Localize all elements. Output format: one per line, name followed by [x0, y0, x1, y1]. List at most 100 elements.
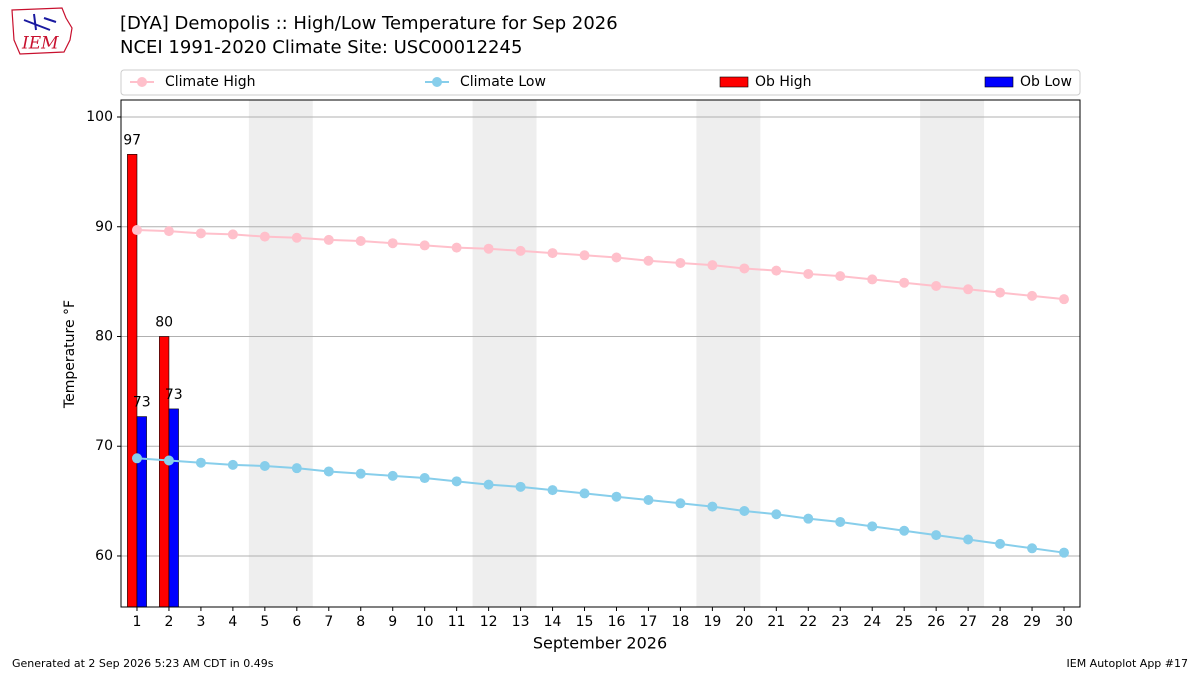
point: [643, 255, 654, 266]
x-tick-label: 10: [416, 614, 434, 630]
point: [227, 459, 238, 470]
x-tick-label: 25: [895, 614, 913, 630]
point: [515, 245, 526, 256]
point: [451, 476, 462, 487]
point: [707, 260, 718, 271]
point: [579, 250, 590, 261]
bar: [136, 416, 147, 608]
x-tick-label: 24: [863, 614, 881, 630]
data-label: 80: [155, 314, 173, 330]
x-tick-label: 30: [1055, 614, 1073, 630]
point: [195, 228, 206, 239]
point: [163, 455, 174, 466]
weekend-shade: [248, 100, 313, 607]
legend-swatch: [719, 76, 749, 88]
line: [136, 457, 1065, 554]
x-tick-label: 14: [544, 614, 562, 630]
point: [675, 498, 686, 509]
point: [291, 463, 302, 474]
point: [387, 470, 398, 481]
data-label: 73: [165, 387, 183, 403]
logo-text: IEM: [21, 34, 59, 54]
x-tick-label: 6: [292, 614, 301, 630]
line: [136, 229, 1065, 301]
point: [387, 238, 398, 249]
data-label: 97: [123, 132, 141, 148]
footer-left: Generated at 2 Sep 2026 5:23 AM CDT in 0…: [12, 657, 274, 670]
point: [355, 236, 366, 247]
x-tick-label: 17: [640, 614, 658, 630]
plot-frame: [120, 99, 1081, 608]
x-tick-label: 1: [133, 614, 142, 630]
legend-label: Climate Low: [460, 74, 546, 90]
point: [675, 257, 686, 268]
point: [995, 538, 1006, 549]
point: [131, 453, 142, 464]
x-tick-label: 8: [356, 614, 365, 630]
x-tick-label: 11: [448, 614, 466, 630]
point: [1059, 547, 1070, 558]
point: [419, 473, 430, 484]
y-tick-label: 80: [95, 328, 113, 344]
y-tick-label: 70: [95, 438, 113, 454]
x-tick-label: 22: [799, 614, 817, 630]
point: [835, 271, 846, 282]
x-tick-label: 2: [164, 614, 173, 630]
point: [291, 232, 302, 243]
point: [131, 225, 142, 236]
point: [931, 530, 942, 541]
x-tick-label: 13: [512, 614, 530, 630]
x-tick-label: 26: [927, 614, 945, 630]
x-tick-label: 12: [480, 614, 498, 630]
legend-marker: [432, 77, 442, 87]
point: [707, 501, 718, 512]
x-tick-label: 15: [576, 614, 594, 630]
point: [1027, 290, 1038, 301]
x-tick-label: 3: [196, 614, 205, 630]
point: [355, 468, 366, 479]
x-tick-label: 16: [608, 614, 626, 630]
point: [963, 534, 974, 545]
point: [451, 242, 462, 253]
x-tick-label: 28: [991, 614, 1009, 630]
legend-swatch: [984, 76, 1014, 88]
y-tick-label: 60: [95, 548, 113, 564]
x-tick-label: 29: [1023, 614, 1041, 630]
weekend-shade: [696, 100, 761, 607]
point: [643, 495, 654, 506]
point: [835, 516, 846, 527]
x-tick-label: 4: [228, 614, 237, 630]
x-tick-label: 18: [672, 614, 690, 630]
point: [547, 248, 558, 259]
x-axis-label: September 2026: [533, 634, 667, 653]
legend-label: Ob High: [755, 74, 812, 90]
y-tick-label: 90: [95, 219, 113, 235]
bar: [127, 154, 138, 608]
point: [419, 240, 430, 251]
point: [899, 525, 910, 536]
point: [163, 226, 174, 237]
point: [547, 485, 558, 496]
point: [803, 513, 814, 524]
point: [259, 231, 270, 242]
bar: [168, 408, 179, 608]
point: [227, 229, 238, 240]
point: [579, 488, 590, 499]
point: [739, 505, 750, 516]
bar: [159, 336, 170, 608]
x-tick-label: 23: [831, 614, 849, 630]
point: [771, 265, 782, 276]
point: [963, 284, 974, 295]
logo: IEM: [11, 7, 73, 55]
weekend-shade: [920, 100, 985, 607]
x-tick-label: 9: [388, 614, 397, 630]
legend-marker: [137, 77, 147, 87]
point: [195, 457, 206, 468]
legend-label: Climate High: [165, 74, 256, 90]
point: [867, 521, 878, 532]
point: [515, 481, 526, 492]
x-tick-label: 21: [767, 614, 785, 630]
weekend-shade: [472, 100, 537, 607]
